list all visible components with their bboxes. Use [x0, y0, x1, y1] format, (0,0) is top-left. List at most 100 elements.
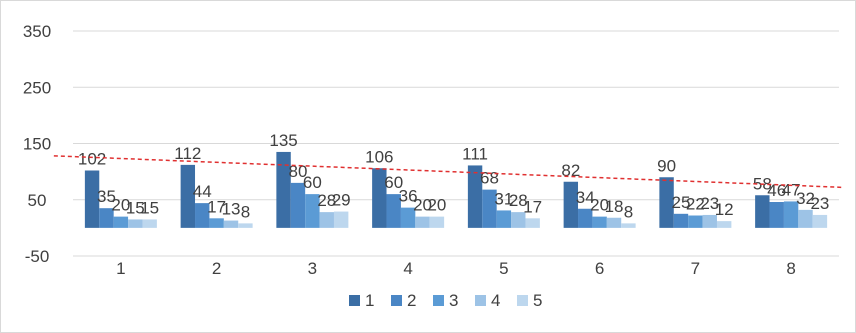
data-label: 17: [523, 197, 542, 216]
data-label: 44: [193, 182, 212, 201]
bar-series-5-cat-7: [716, 221, 732, 228]
data-label: 60: [384, 173, 403, 192]
bar-series-5-cat-5: [525, 218, 540, 228]
data-label: 29: [332, 191, 351, 210]
bar-series-5-cat-4: [429, 216, 445, 228]
y-tick-label: 350: [23, 22, 51, 41]
bars: [84, 151, 828, 228]
data-label: 102: [78, 150, 106, 169]
data-label: 20: [111, 196, 130, 215]
bar-series-3-cat-7: [688, 215, 703, 228]
data-label: 28: [317, 191, 336, 210]
trendline: [53, 155, 843, 189]
bar-series-4-cat-1: [128, 219, 143, 228]
bar-series-2-cat-8: [769, 202, 784, 228]
bar-series-1-cat-1: [84, 170, 100, 228]
bar-series-5-cat-3: [333, 211, 349, 228]
data-label: 20: [413, 196, 432, 215]
data-label: 17: [207, 197, 226, 216]
legend-swatch: [475, 295, 486, 306]
data-label: 106: [365, 147, 393, 166]
legend-label: 2: [407, 291, 416, 310]
data-label: 22: [686, 195, 705, 214]
data-label: 46: [767, 181, 786, 200]
x-tick-label: 2: [212, 259, 221, 278]
data-label: 34: [576, 188, 595, 207]
legend-swatch: [433, 295, 444, 306]
data-label: 15: [126, 198, 145, 217]
x-axis: 1 2 3 4 5 6 7 8: [116, 259, 796, 278]
data-label: 28: [509, 191, 528, 210]
data-label: 8: [624, 202, 633, 221]
bar-series-2-cat-1: [99, 208, 114, 228]
bar-series-2-cat-6: [578, 208, 593, 228]
data-label: 60: [303, 173, 322, 192]
bar-series-3-cat-1: [113, 216, 129, 228]
legend: 1 2 3 4 5: [349, 291, 542, 310]
bar-series-2-cat-5: [482, 189, 497, 228]
data-label: 25: [672, 193, 691, 212]
bar-series-1-cat-6: [563, 181, 579, 228]
bar-series-4-cat-5: [511, 212, 526, 228]
data-label: 20: [590, 196, 609, 215]
bar-series-2-cat-2: [195, 203, 210, 228]
bar-series-1-cat-3: [276, 151, 291, 228]
data-label: 23: [700, 194, 719, 213]
bar-series-5-cat-8: [812, 214, 828, 228]
bar-series-4-cat-6: [606, 217, 622, 228]
data-label: 80: [289, 162, 308, 181]
data-label: 15: [140, 198, 159, 217]
x-tick-label: 7: [691, 259, 700, 278]
x-tick-label: 4: [403, 259, 412, 278]
data-label: 31: [494, 189, 513, 208]
bar-series-3-cat-6: [592, 216, 607, 228]
bar-series-4-cat-3: [319, 212, 334, 228]
legend-swatch: [391, 295, 402, 306]
data-label: 112: [174, 144, 201, 163]
x-tick-label: 5: [499, 259, 508, 278]
bar-series-2-cat-7: [673, 213, 689, 228]
bar-series-3-cat-5: [496, 210, 512, 228]
legend-label: 4: [491, 291, 500, 310]
data-label: 20: [427, 196, 446, 215]
data-label: 8: [241, 202, 250, 221]
data-label: 82: [561, 161, 580, 180]
legend-swatch: [349, 295, 360, 306]
x-tick-label: 1: [116, 259, 125, 278]
data-label: 36: [399, 187, 418, 206]
bar-series-5-cat-2: [238, 223, 253, 228]
bar-series-4-cat-2: [223, 220, 239, 228]
legend-label: 3: [449, 291, 458, 310]
gridlines: [73, 30, 839, 257]
bar-series-5-cat-6: [621, 223, 636, 228]
data-label: 13: [222, 200, 241, 219]
data-label: 23: [810, 194, 829, 213]
y-tick-label: 50: [28, 191, 47, 210]
bar-series-1-cat-4: [372, 168, 387, 228]
bar-series-2-cat-3: [290, 182, 306, 228]
data-label: 35: [97, 187, 116, 206]
bar-series-3-cat-4: [400, 207, 416, 228]
bar-series-1-cat-7: [659, 177, 674, 228]
y-tick-label: 150: [23, 135, 51, 154]
data-label: 12: [715, 200, 734, 219]
bar-series-1-cat-2: [180, 164, 196, 228]
bar-series-1-cat-5: [467, 165, 483, 228]
bar-series-2-cat-4: [386, 194, 401, 228]
bar-series-3-cat-3: [305, 194, 320, 228]
data-label: 32: [796, 189, 815, 208]
bar-series-5-cat-1: [142, 219, 157, 228]
data-label: 135: [269, 131, 297, 150]
x-tick-label: 6: [595, 259, 604, 278]
bar-series-3-cat-2: [209, 218, 224, 228]
y-tick-label: 250: [23, 78, 51, 97]
legend-label: 1: [365, 291, 374, 310]
bar-series-4-cat-8: [798, 209, 813, 228]
legend-label: 5: [533, 291, 542, 310]
bar-series-4-cat-4: [415, 216, 430, 228]
y-axis: 350 250 150 50 -50: [23, 22, 51, 266]
data-label: 68: [480, 169, 499, 188]
